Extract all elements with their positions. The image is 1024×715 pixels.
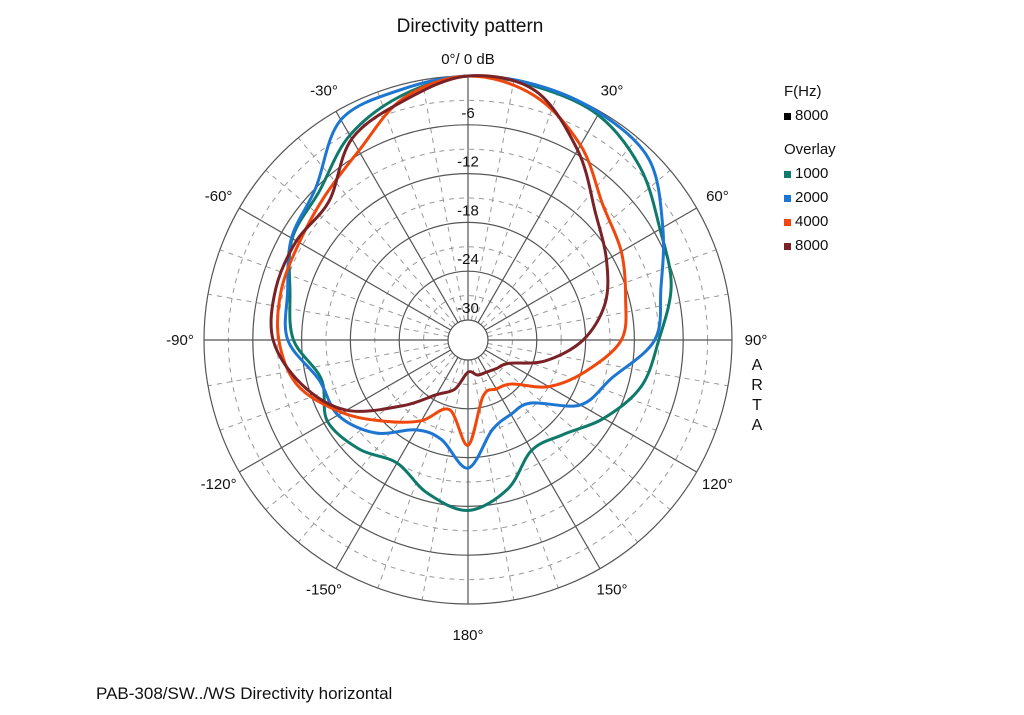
radial-tick-label: -18 <box>457 202 479 219</box>
radial-tick-label: -12 <box>457 154 479 171</box>
grid-radial-minor <box>482 169 671 328</box>
angle-tick-label: 180° <box>452 627 483 644</box>
grid-radial-major <box>485 349 697 473</box>
legend-label: 8000 <box>795 107 829 124</box>
legend-item: 4000 <box>784 210 836 234</box>
grid-radial-major <box>239 207 451 331</box>
chart-title: Directivity pattern <box>396 16 544 37</box>
grid-radial-minor <box>297 354 456 543</box>
angle-tick-label: 90° <box>745 332 768 349</box>
legend-swatch <box>784 218 791 226</box>
legend-item: 2000 <box>784 186 836 210</box>
angle-tick-label: 0°/ 0 dB <box>441 51 495 68</box>
grid-radial-minor <box>421 79 466 321</box>
grid-radial-minor <box>265 352 454 511</box>
legend-label: 4000 <box>795 213 829 230</box>
legend-swatch <box>784 112 791 120</box>
grid-radial-minor <box>487 342 729 387</box>
grid-radial-minor <box>207 293 449 338</box>
angle-tick-label: -30° <box>310 83 338 100</box>
grid-radial-minor <box>219 249 450 334</box>
grid-radial-minor <box>487 293 729 338</box>
angle-tick-label: -150° <box>306 581 342 598</box>
radial-tick-label: -24 <box>457 251 479 268</box>
series-line-4000 <box>276 74 628 447</box>
legend: F(Hz) 8000 Overlay 1000 2000 4000 8000 <box>784 80 836 258</box>
grid-radial-minor <box>219 346 450 431</box>
legend-label: 2000 <box>795 189 829 206</box>
grid-radial-minor <box>486 249 717 334</box>
legend-overlay-header: Overlay <box>784 141 836 158</box>
series-line-1000 <box>287 74 673 513</box>
grid-ring-major <box>447 319 489 361</box>
legend-swatch <box>784 170 791 178</box>
legend-label: 1000 <box>795 165 829 182</box>
watermark-letter: R <box>751 377 763 394</box>
grid-ring-major <box>301 173 635 507</box>
legend-current: 8000 <box>784 104 836 128</box>
grid-radial-minor <box>377 358 462 589</box>
angle-tick-label: 150° <box>596 581 627 598</box>
legend-swatch <box>784 242 791 250</box>
watermark-letter: A <box>751 417 763 434</box>
series-group <box>269 74 673 513</box>
grid-ring-major <box>349 221 587 459</box>
legend-swatch <box>784 194 791 202</box>
grid-radial-minor <box>470 359 515 601</box>
grid-radial-minor <box>480 137 639 326</box>
grid-radial-major <box>477 111 601 323</box>
grid-radial-major <box>335 111 459 323</box>
polar-grid <box>203 75 733 605</box>
radial-tick-label: -30 <box>457 300 479 317</box>
angle-tick-label: 60° <box>706 188 729 205</box>
grid-ring-major <box>252 124 684 556</box>
watermark-letter: A <box>751 357 763 374</box>
grid-radial-minor <box>474 91 559 322</box>
angle-tick-label: -90° <box>166 332 194 349</box>
legend-header: F(Hz) <box>784 83 822 100</box>
grid-radial-minor <box>265 169 454 328</box>
watermark-letter: T <box>752 397 762 414</box>
grid-radial-minor <box>377 91 462 322</box>
grid-radial-major <box>485 207 697 331</box>
radial-tick-label: -6 <box>461 105 474 122</box>
angle-tick-label: 30° <box>601 83 624 100</box>
grid-radial-minor <box>470 79 515 321</box>
series-line-2000 <box>283 74 666 470</box>
angle-tick-label: 120° <box>702 476 733 493</box>
grid-radial-minor <box>297 137 456 326</box>
chart-caption: PAB-308/SW../WS Directivity horizontal <box>96 684 393 703</box>
grid-radial-minor <box>482 352 671 511</box>
grid-radial-minor <box>207 342 449 387</box>
legend-item: 1000 <box>784 162 836 186</box>
legend-label: 8000 <box>795 237 829 254</box>
angle-tick-label: -120° <box>201 476 237 493</box>
arta-watermark: A R T A <box>750 356 764 436</box>
grid-radial-major <box>477 357 601 569</box>
series-line-8000 <box>269 74 610 413</box>
tick-labels: -6 -12 -18 -24 -30 0°/ 0 dB 30° 60° 90° 120° 150° 1… <box>166 51 767 644</box>
angle-tick-label: -60° <box>205 188 233 205</box>
grid-ring-major <box>398 270 538 410</box>
grid-radial-minor <box>480 354 639 543</box>
grid-radial-minor <box>421 359 466 601</box>
legend-item: 8000 <box>784 234 836 258</box>
